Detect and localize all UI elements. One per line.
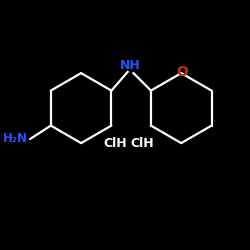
Text: H₂N: H₂N — [3, 132, 28, 145]
Text: O: O — [176, 65, 188, 79]
Text: ClH: ClH — [103, 136, 127, 149]
Text: NH: NH — [120, 60, 141, 72]
Text: ClH: ClH — [131, 136, 154, 149]
